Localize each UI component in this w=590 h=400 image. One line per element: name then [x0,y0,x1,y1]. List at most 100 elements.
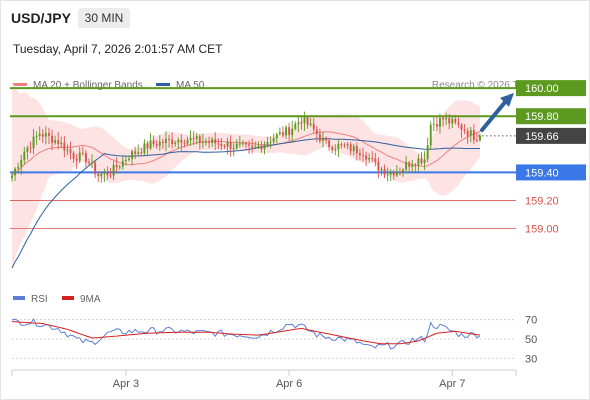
candle-body [362,155,364,157]
candle-body [398,171,401,173]
level-label-159.40: 159.40 [525,167,559,179]
candle-body [380,168,383,171]
level-label-160.00: 160.00 [525,83,559,95]
candle-body [429,124,432,146]
candle-body [358,153,361,156]
candle-body [479,135,481,141]
candle-body [97,174,100,177]
candle-body [281,132,284,136]
level-label-159.20: 159.20 [525,196,559,208]
candle-body [124,160,127,162]
candle-body [38,133,41,136]
rsi-line [11,318,481,350]
candle-body [383,168,386,176]
candle-body [189,138,192,141]
candle-body [137,152,140,154]
candle-body [186,140,189,144]
candle-body [75,158,78,161]
candle-body [263,144,266,150]
candle-body [183,142,186,144]
forecast-arrow-shaft [480,98,508,133]
candle-body [72,152,75,159]
candle-body [405,162,408,170]
rsi-ma-legend-label: 9MA [80,294,101,305]
rsi-swatch [13,296,25,301]
candle-body [11,175,13,179]
ma50-line [11,138,481,269]
candle-body [84,153,87,163]
candle-body [198,136,201,143]
candle-body [155,144,158,146]
candle-body [426,145,429,160]
candle-body [269,141,272,143]
candle-body [386,174,389,176]
candle-body [334,149,337,151]
forecast-arrow [480,92,514,133]
candle-body [337,144,340,150]
candle-body [29,147,32,149]
ma20-swatch [13,82,27,86]
rsi-level-label-50: 50 [525,334,537,346]
candle-body [134,151,137,154]
candle-body [88,162,90,164]
candle-body [420,158,423,164]
candle-body [355,145,358,154]
candle-body [374,158,377,163]
candle-body [220,143,223,146]
candle-body [115,164,118,168]
candle-body [315,129,318,135]
current-price-label: 159.66 [525,131,559,143]
candle-body [35,135,38,137]
rsi-legend: RSI [13,294,48,305]
candle-body [346,144,349,146]
x-tick-label: Apr 3 [113,378,139,390]
candle-body [229,141,232,149]
candle-body [161,141,164,144]
candle-body [57,140,60,145]
candle-body [112,164,115,176]
candle-body [195,136,198,139]
candle-body [439,117,441,127]
candle-body [303,117,306,124]
candle-body [217,143,220,145]
x-tick-label: Apr 7 [439,378,465,390]
candle-body [466,130,469,136]
candle-body [164,138,167,144]
current-price-tag [516,127,586,144]
level-tag-160.00 [516,80,586,97]
candle-body [291,128,294,136]
level-tag-159.40 [516,164,586,181]
candle-body [275,134,278,139]
candle-body [146,143,149,149]
candle-body [343,144,346,146]
candle-body [180,139,183,143]
candle-body [254,146,257,148]
candle-body [128,158,130,161]
rsi-ma-swatch [62,296,74,301]
candle-body [371,158,374,160]
candle-body [91,162,94,164]
candle-body [408,162,411,167]
timeframe-badge[interactable]: 30 MIN [78,8,130,28]
candle-body [211,139,214,143]
candle-body [288,127,291,136]
candle-body [331,147,334,150]
candle-body [69,149,72,153]
rsi-panel: 70 50 30 [11,315,537,365]
forecast-arrow-head [500,92,514,107]
candle-body [463,129,466,131]
candle-body [208,141,211,143]
ma50-legend-label: MA 50 [176,80,205,91]
rsi-level-label-70: 70 [525,315,537,327]
candle-body [442,117,445,120]
candle-body [238,143,241,145]
candle-body [78,152,81,161]
candle-body [451,119,454,124]
candle-body [432,124,435,126]
bollinger-band-area [12,82,480,269]
bollinger-band [12,82,480,269]
candle-body [81,152,84,154]
candle-body [294,123,297,129]
candle-body [260,145,263,150]
candle-body [201,142,204,144]
